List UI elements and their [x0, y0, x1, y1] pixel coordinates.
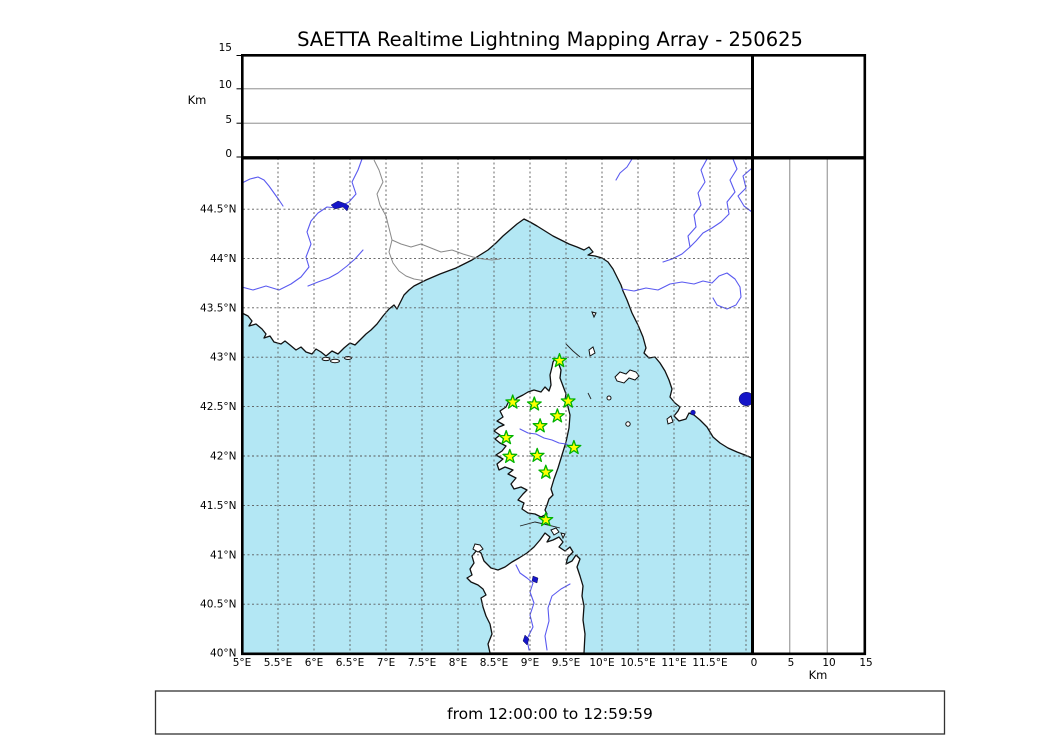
station-marker — [526, 396, 542, 411]
right-km-tick-label: 10 — [822, 657, 835, 669]
mainland-coast — [243, 158, 752, 459]
hyeres-islands — [321, 356, 331, 362]
lon-tick-label: 6°E — [305, 657, 324, 669]
lat-tick-label: 42°N — [210, 451, 236, 463]
lon-tick-label: 9°E — [521, 657, 540, 669]
capraia-island — [588, 346, 596, 357]
lon-tick-label: 11°E — [661, 657, 686, 669]
time-range-box: from 12:00:00 to 12:59:59 — [154, 690, 946, 735]
top-altitude-panel — [236, 55, 752, 158]
station-marker — [560, 393, 576, 408]
page-title: SAETTA Realtime Lightning Mapping Array … — [297, 28, 803, 51]
hyeres-islands-2 — [330, 358, 340, 364]
right-km-tick-label: 0 — [751, 657, 758, 669]
station-marker — [505, 394, 521, 409]
river-verdon — [307, 249, 364, 287]
border-branch-east — [391, 239, 501, 261]
station-marker — [529, 447, 545, 463]
corner-panel — [753, 56, 864, 157]
lake-omodeo — [522, 634, 530, 646]
sardinia-island — [466, 532, 586, 653]
alt-tick-label: 10 — [219, 79, 232, 91]
lat-tick-label: 43°N — [210, 352, 236, 364]
montecristo-island — [625, 421, 631, 427]
shoreline-fragment-bonifacio — [519, 521, 561, 529]
lon-tick-label: 6.5°E — [336, 657, 365, 669]
river-durance-upper — [340, 158, 363, 207]
river-apennine-3 — [689, 158, 738, 248]
station-marker — [552, 352, 568, 368]
lat-tick-label: 41.5°N — [200, 500, 236, 512]
right-km-tick-label: 5 — [788, 657, 795, 669]
shoreline-fragment-capcorse — [565, 343, 581, 358]
station-marker — [502, 448, 518, 464]
lat-tick-label: 43.5°N — [200, 302, 236, 314]
lon-tick-label: 11.5°E — [692, 657, 727, 669]
lon-tick-label: 5°E — [233, 657, 252, 669]
lon-tick-label: 7.5°E — [408, 657, 437, 669]
map-graticule — [243, 158, 752, 653]
lon-tick-label: 8.5°E — [480, 657, 509, 669]
right-km-tick-label: 15 — [859, 657, 872, 669]
lon-tick-label: 10°E — [589, 657, 614, 669]
station-marker — [532, 418, 548, 433]
lat-tick-label: 44°N — [210, 253, 236, 265]
river-apennine-2 — [662, 158, 708, 263]
station-marker — [566, 439, 582, 455]
river-tavignano — [519, 428, 572, 448]
alt-tick-label: 15 — [219, 42, 232, 54]
top-panel-gridlines — [243, 88, 751, 124]
time-range-text: from 12:00:00 to 12:59:59 — [447, 705, 653, 723]
shoreline-fragment-east — [587, 392, 592, 400]
lon-tick-label: 10.5°E — [620, 657, 655, 669]
river-apennine-1 — [615, 158, 633, 181]
right-axis-unit: Km — [809, 668, 828, 682]
gorgona-island — [591, 311, 597, 319]
river-sardinia-east — [544, 583, 571, 651]
lat-tick-label: 44.5°N — [200, 204, 236, 216]
panel-frames — [241, 53, 867, 656]
maddalena-islands — [550, 527, 566, 540]
lon-tick-label: 9.5°E — [552, 657, 581, 669]
alt-tick-label: 0 — [225, 148, 232, 160]
lake-bolsena — [738, 392, 752, 406]
lon-tick-label: 8°E — [449, 657, 468, 669]
asinara-island — [472, 543, 484, 553]
giglio-island — [666, 415, 674, 425]
lat-tick-label: 42.5°N — [200, 401, 236, 413]
corsica-island — [493, 358, 571, 518]
station-marker — [549, 408, 565, 423]
pianosa-island — [606, 395, 612, 401]
river-arno — [621, 272, 742, 310]
lon-tick-label: 5.5°E — [264, 657, 293, 669]
station-marker — [538, 464, 554, 479]
lat-tick-label: 40.5°N — [200, 599, 236, 611]
station-markers — [498, 352, 582, 527]
lagoon-orbetello — [690, 409, 696, 416]
station-marker — [498, 429, 514, 445]
top-panel-background — [243, 56, 752, 157]
altitude-axis-unit: Km — [188, 93, 207, 107]
lat-tick-label: 40°N — [210, 648, 236, 660]
lon-tick-label: 7°E — [377, 657, 396, 669]
lat-tick-label: 41°N — [210, 549, 236, 561]
river-durance — [243, 206, 338, 291]
river-coghinas — [515, 564, 535, 651]
station-marker — [538, 511, 554, 527]
right-altitude-panel — [753, 158, 864, 653]
elba-island — [614, 369, 640, 384]
map-panel — [243, 158, 752, 653]
right-panel-background — [753, 158, 864, 653]
river-corner — [737, 167, 752, 213]
lake-coghinas — [531, 575, 539, 584]
alt-tick-label: 5 — [225, 114, 232, 126]
right-panel-gridlines — [789, 159, 828, 653]
lake-serre-poncon — [330, 200, 350, 212]
